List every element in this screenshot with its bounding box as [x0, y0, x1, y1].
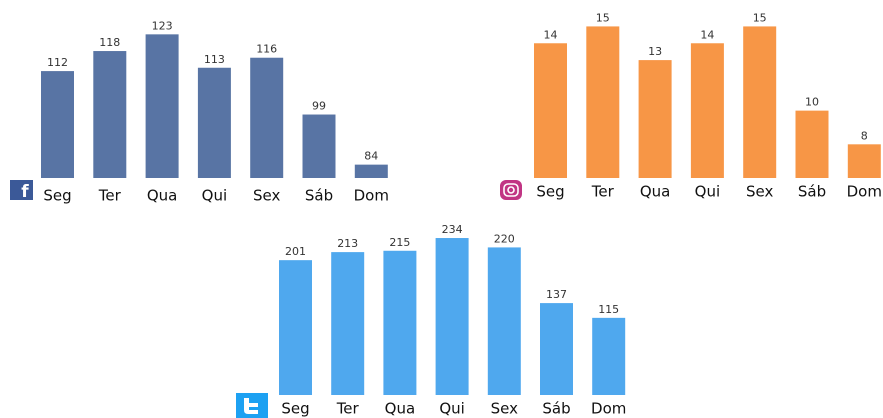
category-label: Ter: [336, 400, 360, 418]
bar: [354, 164, 388, 178]
category-label: Dom: [591, 400, 626, 418]
category-label: Ter: [98, 187, 122, 205]
bar: [197, 67, 231, 178]
category-label: Qui: [695, 183, 720, 201]
value-label: 118: [99, 36, 120, 49]
value-label: 116: [256, 43, 277, 56]
value-label: 15: [753, 11, 767, 24]
value-label: 201: [285, 245, 306, 258]
bar: [93, 51, 127, 178]
category-label: Dom: [354, 187, 389, 205]
facebook-icon: f: [10, 180, 33, 202]
bar: [487, 247, 521, 395]
category-label: Ter: [591, 183, 615, 201]
bar: [302, 114, 336, 178]
value-label: 14: [700, 28, 714, 41]
bar: [383, 250, 417, 395]
category-label: Qua: [147, 187, 178, 205]
category-label: Seg: [281, 400, 309, 418]
category-label: Qui: [202, 187, 227, 205]
value-label: 215: [389, 236, 410, 249]
category-label: Sáb: [305, 187, 333, 205]
bar: [638, 60, 672, 178]
value-label: 112: [47, 56, 68, 69]
value-label: 13: [648, 45, 662, 58]
instagram-icon: [500, 180, 522, 200]
category-label: Seg: [43, 187, 71, 205]
category-label: Qua: [640, 183, 671, 201]
category-label: Sex: [491, 400, 518, 418]
category-label: Sáb: [798, 183, 826, 201]
value-label: 137: [546, 288, 567, 301]
category-label: Qui: [439, 400, 464, 418]
bar: [540, 303, 573, 395]
bar: [435, 238, 469, 395]
bar: [41, 71, 74, 178]
bar: [743, 26, 777, 179]
bar: [592, 317, 626, 395]
value-label: 99: [312, 100, 326, 113]
bar: [847, 144, 881, 178]
category-label: Sex: [253, 187, 280, 205]
value-label: 213: [337, 237, 358, 250]
category-label: Sex: [746, 183, 773, 201]
bar: [250, 57, 284, 178]
bar: [534, 43, 567, 179]
category-label: Dom: [847, 183, 882, 201]
bar: [145, 34, 179, 178]
value-label: 10: [805, 96, 819, 109]
bar: [795, 110, 829, 178]
category-label: Qua: [385, 400, 416, 418]
value-label: 15: [596, 11, 610, 24]
category-label: Sáb: [542, 400, 570, 418]
value-label: 14: [544, 28, 558, 41]
value-label: 84: [364, 150, 378, 163]
bar: [279, 260, 312, 395]
bar: [690, 43, 724, 179]
value-label: 234: [442, 223, 463, 236]
value-label: 115: [598, 303, 619, 316]
bar: [586, 26, 620, 179]
svg-text:f: f: [21, 182, 29, 202]
value-label: 113: [204, 53, 225, 66]
bar: [331, 252, 365, 395]
value-label: 8: [861, 129, 868, 142]
twitter-icon: [236, 393, 268, 418]
value-label: 123: [152, 19, 173, 32]
value-label: 220: [494, 232, 515, 245]
category-label: Seg: [536, 183, 564, 201]
